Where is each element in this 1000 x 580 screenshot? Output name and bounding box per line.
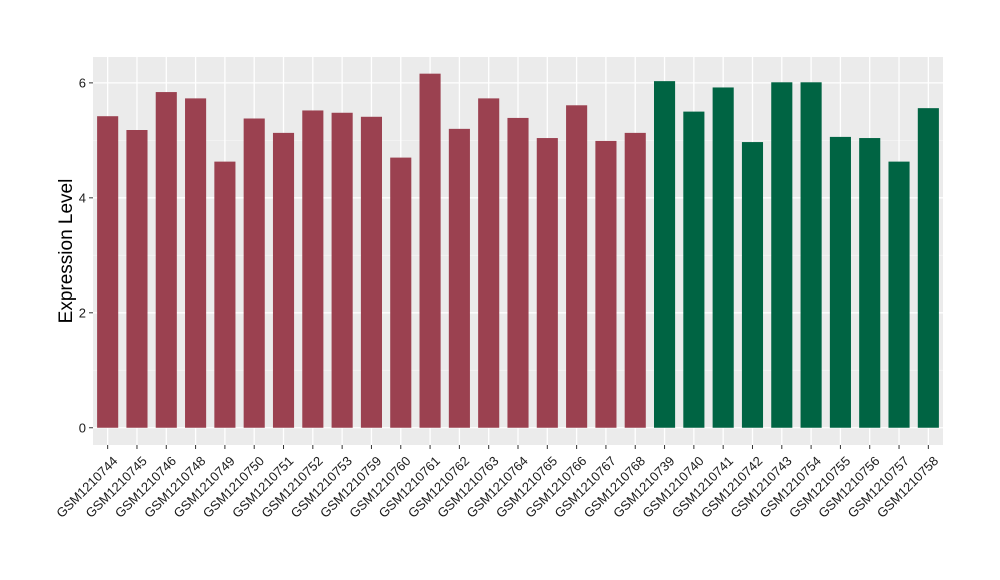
bar-GSM1210749 <box>214 161 236 428</box>
bar-GSM1210767 <box>595 140 617 428</box>
y-axis: 0 2 4 6 <box>79 75 93 435</box>
bar-GSM1210765 <box>536 138 558 428</box>
bar-GSM1210752 <box>302 110 324 428</box>
bar-GSM1210745 <box>126 130 148 428</box>
bar-GSM1210743 <box>771 82 793 428</box>
bar-GSM1210750 <box>243 118 265 428</box>
bar-GSM1210755 <box>829 136 851 428</box>
bar-GSM1210766 <box>566 105 588 428</box>
bar-GSM1210763 <box>478 98 500 428</box>
bar-GSM1210762 <box>448 128 470 428</box>
y-tick-label: 6 <box>79 75 86 90</box>
bar-GSM1210756 <box>859 138 881 428</box>
bar-GSM1210758 <box>917 108 939 428</box>
bar-GSM1210759 <box>360 116 382 428</box>
bars <box>97 73 939 428</box>
y-tick-label: 2 <box>79 305 86 320</box>
bar-GSM1210739 <box>654 81 676 428</box>
bar-GSM1210757 <box>888 161 910 428</box>
bar-GSM1210761 <box>419 73 441 428</box>
y-tick-label: 4 <box>79 190 86 205</box>
x-axis: GSM1210744GSM1210745GSM1210746GSM1210748… <box>53 445 941 521</box>
bar-GSM1210741 <box>712 87 734 428</box>
y-axis-title: Expression Level <box>56 179 77 324</box>
y-tick-label: 0 <box>79 420 86 435</box>
bar-GSM1210760 <box>390 157 412 428</box>
bar-GSM1210764 <box>507 117 529 428</box>
bar-GSM1210754 <box>800 82 822 428</box>
bar-GSM1210746 <box>155 92 177 428</box>
bar-GSM1210740 <box>683 111 705 428</box>
bar-GSM1210748 <box>185 98 207 428</box>
bar-GSM1210751 <box>272 132 295 428</box>
bar-GSM1210744 <box>97 116 119 428</box>
bar-GSM1210753 <box>331 112 353 428</box>
bar-GSM1210768 <box>624 132 646 428</box>
bar-GSM1210742 <box>741 142 764 428</box>
